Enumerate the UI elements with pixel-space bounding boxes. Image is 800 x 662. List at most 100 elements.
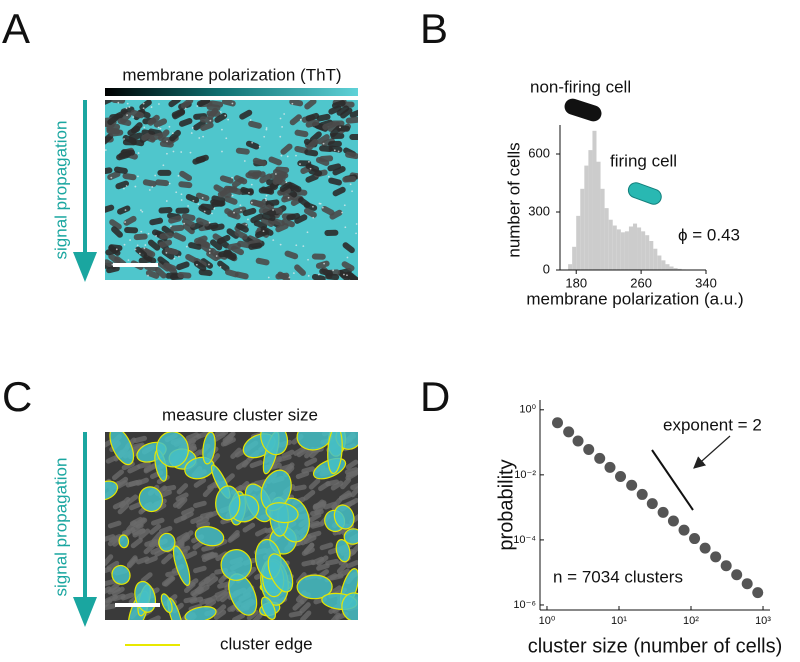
cell [183,596,198,604]
histogram-bar [677,268,682,270]
cell [261,213,276,222]
speck [192,199,195,202]
cluster [341,592,358,620]
cell [289,114,302,126]
speck [307,258,309,261]
cell [140,572,153,583]
cell [292,484,307,492]
x-tick-label: 10³ [755,615,771,627]
speck [264,197,267,200]
speck [211,212,213,215]
cell [175,492,189,502]
speck [231,176,233,179]
speck [221,128,223,131]
speck [169,225,172,228]
speck [134,185,137,188]
speck [249,119,252,121]
cell [196,516,210,526]
cell [112,469,124,481]
cell [181,213,196,221]
y-tick-label: 0 [543,261,550,276]
speck [124,221,126,223]
cell [121,527,136,536]
cell [127,125,141,136]
speck [196,105,199,107]
histogram-bar [604,208,609,270]
cell [193,260,207,272]
cell [199,597,213,605]
cell [219,591,232,603]
speck [129,239,131,241]
cell [342,242,355,254]
cell [218,249,233,258]
annotation: firing cell [610,151,677,170]
cell [235,223,249,233]
cell [213,432,226,442]
cell [111,226,123,238]
histogram-bar [645,235,650,270]
histogram-bar [588,150,593,270]
cell [305,119,320,128]
speck [219,111,222,113]
speck [203,210,206,213]
speck [132,116,135,119]
cell [122,134,137,144]
speck [349,183,352,186]
cell [315,260,330,269]
speck [265,128,268,131]
cell [142,179,157,187]
speck [281,125,284,128]
speck [245,223,248,226]
cell [284,250,299,260]
histogram-bar [624,231,629,270]
cell [235,459,249,470]
cell [329,209,343,220]
speck [231,194,234,197]
speck [154,174,157,177]
speck [184,107,187,110]
cell [252,157,267,167]
speck [178,255,180,258]
speck [280,154,283,157]
legend-label: cluster edge [220,634,313,653]
cell [242,522,256,533]
speck [312,216,315,219]
speck [115,248,118,251]
cluster [260,596,277,620]
speck [126,114,128,117]
cell [319,155,334,162]
speck [110,176,113,179]
cell [213,609,227,620]
cell [314,503,326,515]
cell [147,239,161,251]
cell [165,570,180,578]
speck [317,273,320,276]
speck [291,102,294,105]
speck [197,203,200,206]
cluster [118,534,130,549]
speck [166,152,168,155]
histogram-bar [608,219,613,270]
cell [350,481,358,490]
speck [140,209,142,212]
speck [231,102,234,105]
cell [325,558,339,566]
cell [112,593,126,602]
cell [176,261,190,271]
speck [208,221,211,224]
speck [125,185,128,187]
cell [311,253,326,260]
speck [180,199,183,201]
speck [274,173,277,175]
speck [180,193,183,196]
speck [171,132,174,135]
cluster [220,549,252,581]
speck [279,243,282,246]
cell [106,265,120,274]
cell [293,446,307,456]
speck [148,189,151,191]
micrograph [105,100,358,280]
cell [336,105,350,116]
scale-bar [115,603,160,607]
cell [105,204,115,214]
